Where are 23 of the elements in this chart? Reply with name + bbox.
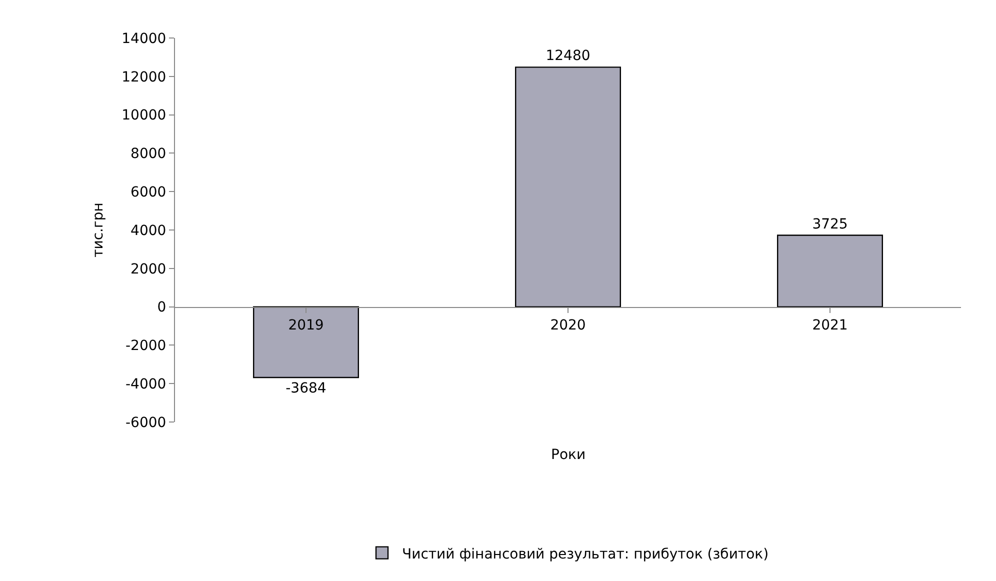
y-tick-label: -6000	[126, 414, 166, 431]
bar	[253, 306, 359, 378]
y-axis-title: тис.грн	[90, 202, 106, 258]
x-tick-label: 2019	[288, 318, 324, 334]
y-tick-label: 0	[157, 300, 166, 316]
data-label: -3684	[286, 380, 326, 397]
y-tick-label: 4000	[130, 222, 166, 239]
y-tick-label: -4000	[126, 376, 166, 392]
y-tick-label: 2000	[130, 261, 166, 278]
legend-label: Чистий фінансовий результат: прибуток (збиток)	[402, 546, 769, 562]
y-tick-label: -2000	[126, 338, 166, 354]
bar	[777, 234, 883, 308]
data-label: 12480	[546, 48, 590, 64]
data-label: 3725	[812, 216, 848, 232]
y-tick-label: 6000	[130, 184, 166, 200]
y-tick-label: 8000	[130, 146, 166, 162]
y-tick-label: 10000	[122, 108, 166, 124]
bar	[515, 66, 621, 308]
x-axis-title: Роки	[551, 447, 586, 463]
x-tick-label: 2021	[812, 318, 848, 334]
x-tick-label: 2020	[550, 318, 586, 334]
y-tick-label: 14000	[122, 30, 166, 47]
y-tick-label: 12000	[122, 69, 166, 86]
